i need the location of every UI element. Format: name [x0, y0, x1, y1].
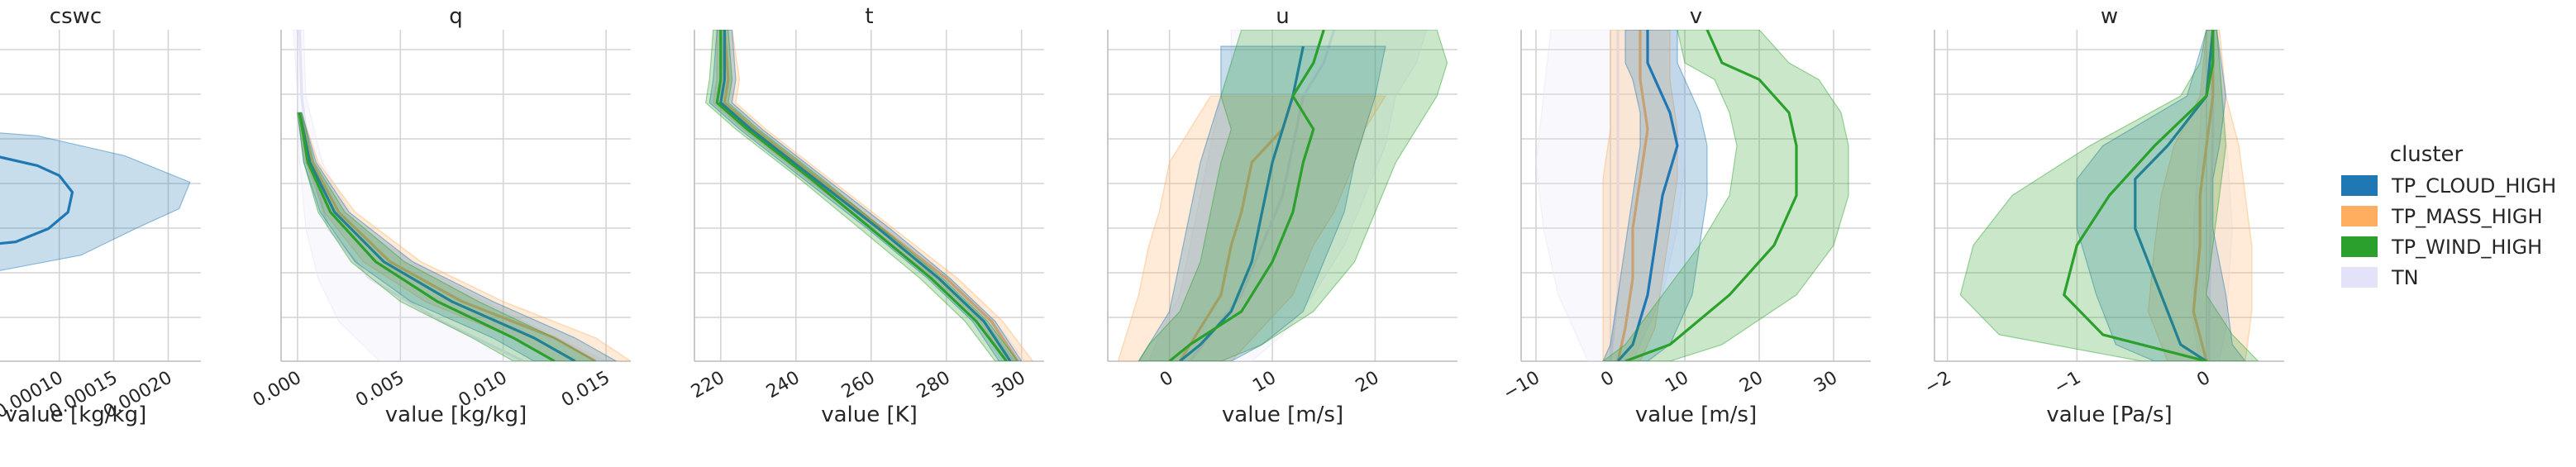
- band-tp-wind-high: [297, 112, 597, 361]
- series-line-tp-cloud-high: [2134, 30, 2215, 361]
- band-tp-wind-high: [704, 30, 1018, 361]
- series-line-tp-mass-high: [298, 112, 597, 361]
- band-tp-mass-high: [713, 30, 1034, 361]
- panel-title: w: [2101, 4, 2118, 29]
- x-axis-label: value [K]: [821, 403, 918, 427]
- xtick-label: 20: [1736, 368, 1767, 398]
- xtick-label: −10: [1500, 368, 1543, 405]
- panel-t: 220 240 260 280 300 t value [K]: [688, 4, 1044, 427]
- series-line-tp-mass-high: [1616, 30, 1649, 361]
- series-line-tp-mass-high: [723, 30, 1019, 361]
- series-line-tp-cloud-high: [1616, 30, 1679, 361]
- series-line-tp-mass-high: [2192, 30, 2215, 361]
- series-line-tp-wind-high: [715, 30, 1008, 361]
- panel-v: −10 0 10 20 30 v value [m/s]: [1500, 4, 1871, 427]
- xtick-label: 10: [1249, 368, 1280, 398]
- x-axis-label: value [m/s]: [1222, 403, 1343, 427]
- xtick-label: 20: [1352, 368, 1383, 398]
- series-line-tp-mass-high: [1178, 95, 1295, 361]
- legend-entry-tp-wind-high: TP_WIND_HIGH: [2341, 236, 2542, 259]
- x-axis-label: value [kg/kg]: [5, 403, 146, 427]
- panel-title: q: [449, 4, 463, 29]
- xtick-label: 0.000: [250, 368, 305, 412]
- xtick-label: 30: [1810, 368, 1841, 398]
- legend-entry-tn: TN: [2341, 266, 2419, 289]
- xtick-label: 0: [1157, 368, 1177, 392]
- xtick-label: 220: [688, 368, 728, 403]
- xtick-label: −2: [1921, 368, 1955, 399]
- series-line-tp-cloud-high: [298, 112, 576, 361]
- band-tp-cloud-high: [2076, 30, 2246, 361]
- x-axis-label: value [Pa/s]: [2046, 403, 2172, 427]
- series-line-tp-wind-high: [298, 112, 556, 361]
- x-axis-label: value [m/s]: [1635, 403, 1757, 427]
- panel-title: u: [1276, 4, 1289, 29]
- xtick-label: 10: [1662, 368, 1692, 398]
- legend-swatch-tp-wind-high: [2341, 236, 2378, 257]
- band-tp-wind-high: [1601, 30, 1849, 361]
- legend-swatch-tn: [2341, 267, 2378, 288]
- panel-u: 0 10 20 u value [m/s]: [1107, 4, 1457, 427]
- series-line-tp-wind-high: [2063, 30, 2215, 361]
- band-tp-cloud-high: [1602, 30, 1708, 361]
- panel-title: cswc: [50, 4, 102, 29]
- xtick-label: 280: [914, 368, 954, 403]
- series-line-tn: [298, 30, 525, 361]
- xtick-label: 240: [763, 368, 804, 403]
- panel-w: −2 −1 0 w value [Pa/s]: [1921, 4, 2284, 427]
- legend-label-tn: TN: [2391, 266, 2419, 289]
- band-tn: [1535, 30, 1686, 361]
- panel-title: t: [865, 4, 873, 29]
- band-tp-mass-high: [1602, 30, 1678, 361]
- legend-entry-tp-mass-high: TP_MASS_HIGH: [2341, 205, 2543, 228]
- series-line-tp-wind-high: [1624, 30, 1798, 361]
- band-tn: [1148, 30, 1428, 361]
- xtick-label: 260: [838, 368, 879, 403]
- legend-label-tp-cloud-high: TP_CLOUD_HIGH: [2391, 174, 2556, 198]
- legend-swatch-tp-cloud-high: [2341, 175, 2378, 196]
- series-line-tp-wind-high: [1168, 30, 1325, 361]
- legend-label-tp-mass-high: TP_MASS_HIGH: [2391, 205, 2543, 228]
- legend-entry-tp-cloud-high: TP_CLOUD_HIGH: [2341, 174, 2556, 198]
- band-tp-wind-high: [1138, 30, 1448, 361]
- band-tn: [2192, 30, 2233, 361]
- series-line-tp-cloud-high: [719, 30, 1012, 361]
- xtick-label: 0.015: [558, 368, 613, 412]
- xtick-label: 0: [1597, 368, 1618, 392]
- legend: cluster TP_CLOUD_HIGH TP_MASS_HIGH TP_WI…: [2341, 142, 2556, 289]
- series-line-tn: [1609, 30, 1620, 361]
- legend-label-tp-wind-high: TP_WIND_HIGH: [2391, 236, 2542, 259]
- band-tp-cloud-high: [708, 30, 1023, 361]
- series-line-tp-cloud-high: [1179, 45, 1305, 361]
- band-tp-mass-high: [1117, 95, 1386, 361]
- band-tp-cloud-high: [0, 132, 191, 271]
- xtick-label: 300: [989, 368, 1029, 403]
- x-axis-label: value [kg/kg]: [385, 403, 527, 427]
- band-tp-cloud-high: [1138, 45, 1386, 361]
- panel-title: v: [1690, 4, 1702, 29]
- xtick-label: 0: [2193, 368, 2214, 392]
- legend-swatch-tp-mass-high: [2341, 206, 2378, 226]
- legend-title: cluster: [2390, 142, 2464, 167]
- xtick-label: −1: [2051, 368, 2085, 399]
- series-line-tp-cloud-high: [0, 155, 74, 245]
